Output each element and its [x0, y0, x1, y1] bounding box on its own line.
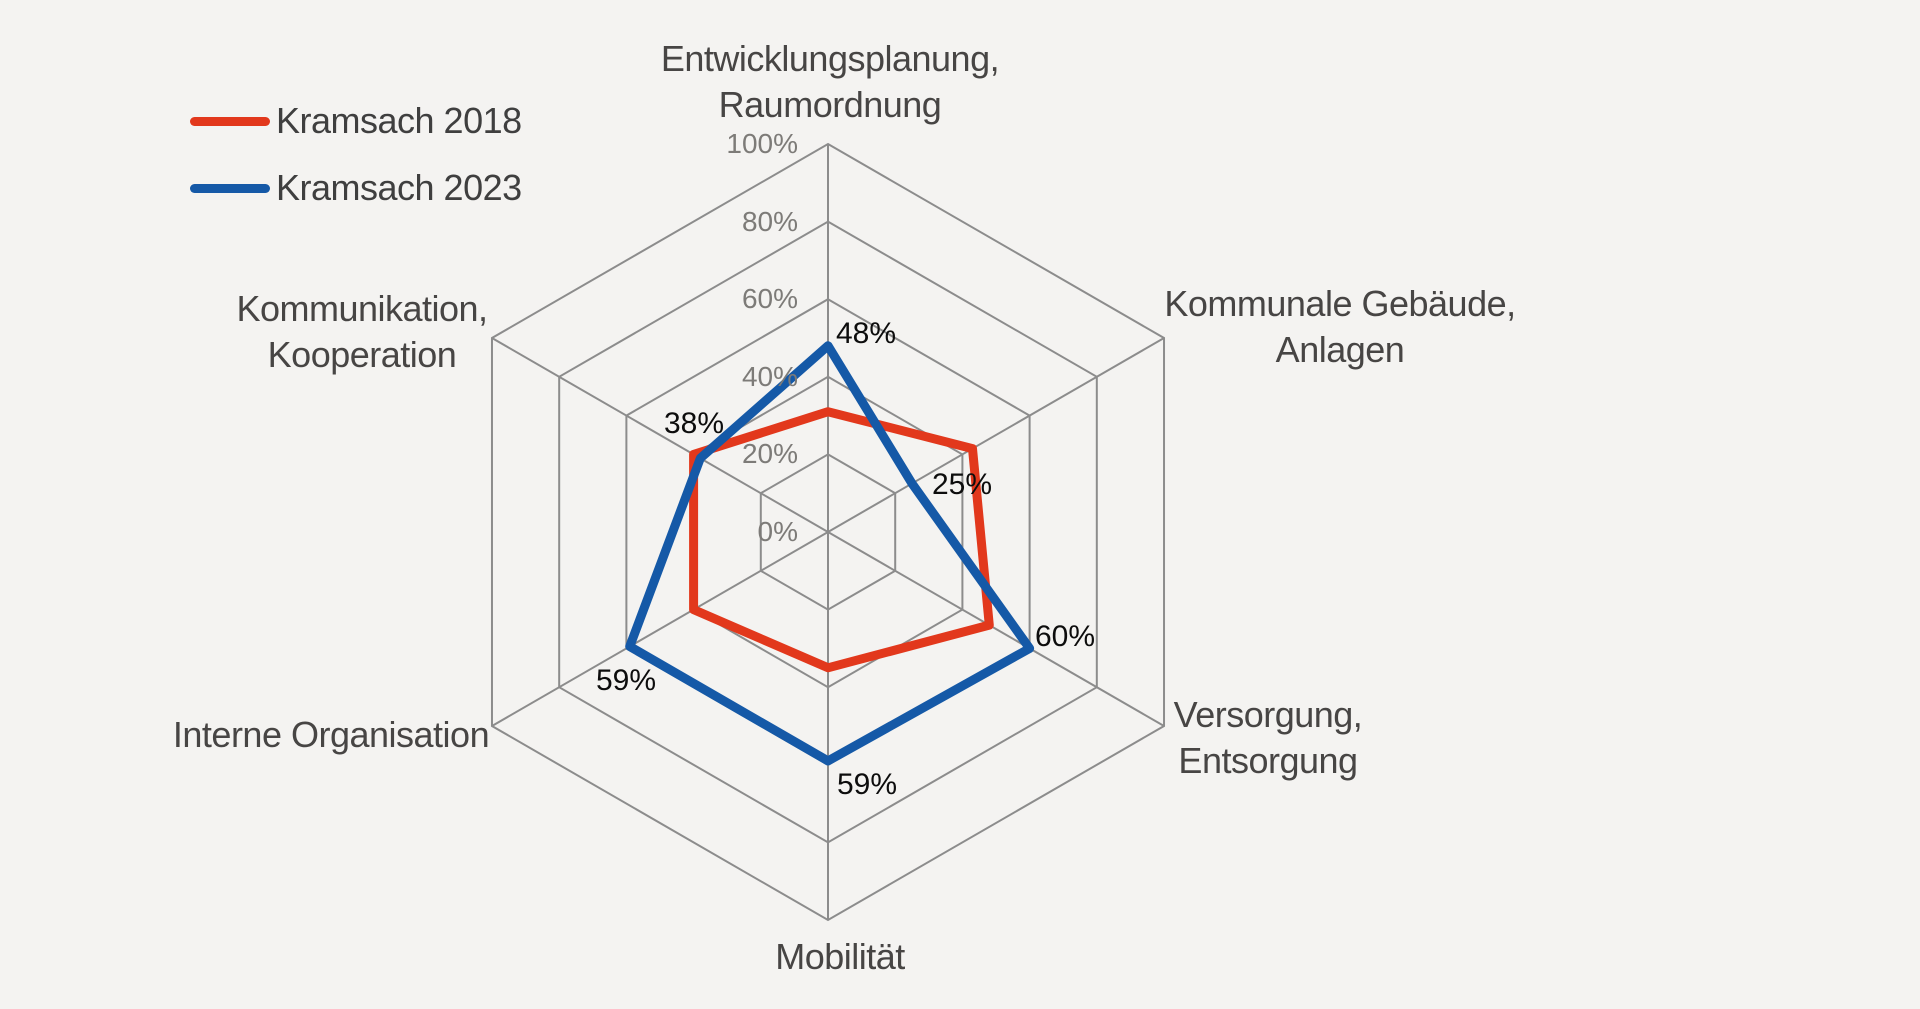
legend-item-kramsach-2023: Kramsach 2023 — [190, 163, 522, 213]
axis-label-line: Mobilität — [775, 936, 905, 977]
data-label-0: 48% — [835, 317, 897, 350]
grid-spoke — [827, 531, 1165, 727]
data-label-1: 25% — [931, 468, 993, 501]
axis-label-line: Kommunikation, — [236, 288, 488, 329]
grid-spoke — [491, 531, 829, 727]
axis-label-line: Kommunale Gebäude, — [1164, 283, 1516, 324]
axis-label-versorgung-entsorgung: Versorgung, Entsorgung — [1174, 692, 1363, 784]
data-label-4: 59% — [595, 664, 657, 697]
legend-line-swatch-2018 — [190, 116, 270, 126]
data-label-3: 59% — [836, 768, 898, 801]
axis-label-line: Anlagen — [1275, 329, 1405, 370]
series-polygon-kramsach-2023 — [625, 341, 1035, 766]
tick-label-0%: 0% — [757, 516, 798, 547]
axis-label-kommunale-gebaeude-anlagen: Kommunale Gebäude, Anlagen — [1164, 281, 1516, 373]
axis-label-mobilitaet: Mobilität — [775, 934, 905, 980]
axis-label-entwicklungsplanung-raumordnung: Entwicklungsplanung, Raumordnung — [660, 36, 1000, 128]
legend-label: Kramsach 2018 — [276, 100, 522, 141]
tick-label-60%: 60% — [741, 283, 798, 315]
chart-legend: Kramsach 2018 Kramsach 2023 — [190, 96, 522, 213]
tick-label-40%: 40% — [741, 360, 798, 392]
tick-label-80%: 80% — [741, 205, 798, 237]
axis-label-line: Kooperation — [267, 334, 457, 375]
tick-label-20%: 20% — [741, 438, 798, 470]
axis-label-kommunikation-kooperation: Kommunikation, Kooperation — [236, 286, 488, 378]
legend-item-kramsach-2018: Kramsach 2018 — [190, 96, 522, 146]
series-polygon-kramsach-2018 — [689, 407, 994, 673]
grid-spoke — [491, 337, 829, 533]
grid-spoke — [827, 337, 1165, 533]
axis-label-line: Raumordnung — [718, 84, 942, 125]
axis-label-line: Interne Organisation — [172, 714, 490, 755]
data-label-5: 38% — [663, 407, 725, 440]
axis-label-line: Entwicklungsplanung, — [660, 38, 1000, 79]
data-label-2: 60% — [1034, 620, 1096, 653]
axis-label-line: Entsorgung — [1178, 740, 1358, 781]
tick-label-100%: 100% — [726, 128, 798, 159]
axis-label-line: Versorgung, — [1173, 694, 1363, 735]
legend-line-swatch-2023 — [190, 183, 270, 193]
axis-label-interne-organisation: Interne Organisation — [172, 712, 490, 758]
legend-label: Kramsach 2023 — [276, 167, 522, 208]
